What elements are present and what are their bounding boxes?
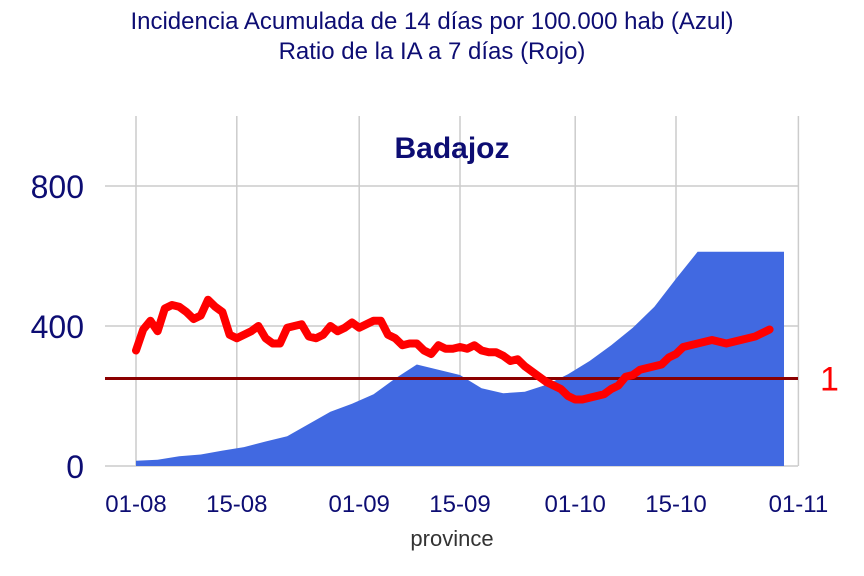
x-tick-label-15-10: 15-10 xyxy=(645,491,706,518)
y-tick-label-0: 0 xyxy=(66,449,84,485)
series-area-ia14 xyxy=(136,251,784,466)
x-tick-label-01-09: 01-09 xyxy=(329,491,390,518)
panel-label: Badajoz xyxy=(394,132,509,165)
tick-labels: 01-08 15-08 01-09 15-09 01-10 15-10 01-11 0 400 8… xyxy=(31,169,829,518)
chart-title-line-2: Ratio de la IA a 7 días (Rojo) xyxy=(278,38,586,65)
line-layer xyxy=(132,295,774,404)
x-tick-label-15-09: 15-09 xyxy=(429,491,490,518)
series-line-ratio7 xyxy=(132,295,774,404)
x-tick-label-01-08: 01-08 xyxy=(105,491,166,518)
x-axis-label: province xyxy=(410,526,493,551)
x-tick-label-15-08: 15-08 xyxy=(206,491,267,518)
y-tick-label-800: 800 xyxy=(31,169,84,205)
area-layer xyxy=(136,251,784,466)
x-tick-label-01-10: 01-10 xyxy=(545,491,606,518)
reference-line-label: 1 xyxy=(820,361,839,399)
x-tick-label-01-11: 01-11 xyxy=(769,491,829,518)
chart-title-line-1: Incidencia Acumulada de 14 días por 100.… xyxy=(130,8,734,35)
y-tick-label-400: 400 xyxy=(31,309,84,345)
reference-layer: 1 xyxy=(105,361,839,399)
